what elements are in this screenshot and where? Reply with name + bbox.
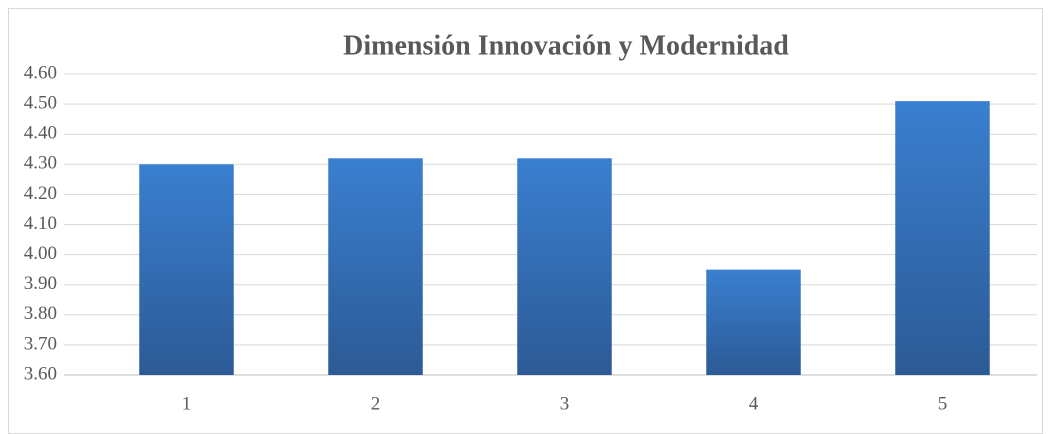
x-tick-label: 1 bbox=[182, 393, 192, 414]
y-tick-label: 4.30 bbox=[24, 153, 57, 174]
y-tick-label: 4.20 bbox=[24, 183, 57, 204]
y-tick-label: 4.50 bbox=[24, 92, 57, 113]
y-tick-label: 4.10 bbox=[24, 213, 57, 234]
bar bbox=[706, 269, 801, 375]
y-tick-label: 4.60 bbox=[24, 62, 57, 83]
chart-title: Dimensión Innovación y Modernidad bbox=[343, 30, 789, 61]
x-tick-label: 3 bbox=[560, 393, 570, 414]
y-tick-label: 3.60 bbox=[24, 363, 57, 384]
y-tick-label: 3.80 bbox=[24, 303, 57, 324]
bar bbox=[139, 164, 234, 375]
x-tick-label: 5 bbox=[938, 393, 948, 414]
y-tick-label: 3.70 bbox=[24, 333, 57, 354]
bar bbox=[517, 158, 612, 375]
y-tick-label: 3.90 bbox=[24, 273, 57, 294]
bar bbox=[895, 101, 990, 375]
y-tick-label: 4.40 bbox=[24, 123, 57, 144]
x-tick-label: 4 bbox=[749, 393, 759, 414]
x-tick-label: 2 bbox=[371, 393, 381, 414]
y-tick-label: 4.00 bbox=[24, 243, 57, 264]
bar bbox=[328, 158, 423, 375]
